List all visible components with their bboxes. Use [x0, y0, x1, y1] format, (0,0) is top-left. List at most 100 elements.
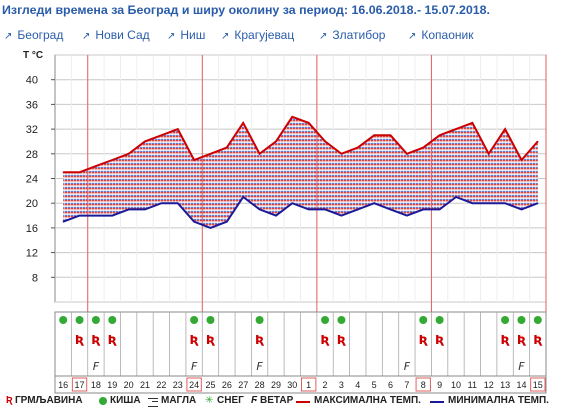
max-point — [78, 171, 81, 173]
max-point — [226, 147, 228, 149]
rain-icon — [435, 316, 444, 324]
min-point — [324, 208, 326, 210]
legend-max: МАКСИМАЛНА ТЕМП. — [314, 395, 421, 406]
legend-wind: ВЕТАР — [260, 395, 294, 406]
rain-icon — [108, 316, 117, 324]
max-point — [275, 140, 277, 143]
arrow-icon: ↗ — [167, 31, 176, 42]
min-point — [177, 202, 179, 204]
nav-link-label: Копаоник — [421, 28, 474, 42]
min-point — [242, 196, 244, 198]
rain-icon — [75, 316, 84, 324]
min-point — [389, 208, 392, 210]
nav-link-zlatibor[interactable]: ↗ Златибор — [319, 28, 385, 42]
week-start-box — [415, 377, 431, 392]
week-start-box — [530, 377, 546, 392]
min-point — [422, 208, 424, 210]
max-point — [160, 134, 162, 136]
legend-snow: СНЕГ — [217, 395, 244, 406]
max-point — [422, 147, 424, 149]
wind-icon: Ϝ — [251, 395, 258, 406]
max-point — [389, 134, 392, 136]
arrow-icon: ↗ — [319, 31, 328, 42]
arrow-icon: ↗ — [408, 31, 417, 42]
legend-fog: МАГЛА — [161, 395, 197, 406]
thunder-icon: Ʀ — [320, 333, 330, 347]
max-point — [128, 153, 130, 155]
legend: Ʀ ГРМЉАВИНА КИША МАГЛА ✳ СНЕГ Ϝ ВЕТАР МА… — [6, 395, 578, 411]
day-label: 14 — [516, 380, 526, 390]
max-line-swatch — [296, 401, 310, 403]
max-point — [357, 147, 359, 149]
rain-icon — [321, 316, 330, 324]
day-label: 8 — [421, 380, 426, 390]
legend-thunder: ГРМЉАВИНА — [15, 395, 83, 406]
day-label: 17 — [75, 380, 85, 390]
nav-link-kopaonik[interactable]: ↗ Копаоник — [408, 28, 473, 42]
min-point — [209, 227, 212, 229]
max-point — [209, 153, 212, 155]
y-tick-label: 20 — [26, 198, 38, 210]
day-label: 5 — [372, 380, 377, 390]
min-point — [78, 214, 81, 217]
y-tick-label: 12 — [26, 248, 38, 260]
thunder-icon: Ʀ — [517, 333, 527, 347]
min-point — [455, 196, 457, 198]
rain-icon — [517, 316, 526, 324]
day-label: 12 — [484, 380, 494, 390]
temperature-band — [63, 116, 538, 228]
wind-icon: Ϝ — [404, 360, 411, 373]
day-label: 20 — [124, 380, 134, 390]
fog-icon-line — [152, 401, 158, 402]
legend-min: МИНИМАЛНА ТЕМП. — [448, 395, 549, 406]
max-point — [177, 128, 179, 130]
y-tick-label: 24 — [26, 174, 38, 186]
min-point — [504, 202, 506, 204]
day-label: 1 — [306, 380, 311, 390]
day-label: 24 — [189, 380, 199, 390]
min-point — [439, 208, 441, 210]
day-label: 22 — [156, 380, 166, 390]
min-point — [128, 208, 130, 210]
day-label: 15 — [533, 380, 543, 390]
nav-link-kragujevac[interactable]: ↗ Крагујевац — [221, 28, 294, 42]
nav-link-novi-sad[interactable]: ↗ Нови Сад — [82, 28, 150, 42]
min-point — [226, 221, 228, 223]
min-point — [357, 208, 359, 210]
min-point — [144, 208, 146, 210]
week-start-box — [301, 377, 317, 392]
thunder-icon: Ʀ — [206, 333, 216, 347]
rain-icon — [190, 316, 199, 324]
max-point — [324, 140, 326, 143]
min-point — [520, 208, 523, 210]
legend-rain: КИША — [110, 395, 141, 406]
week-start-box — [186, 377, 202, 392]
max-point — [439, 134, 441, 136]
y-tick-label: 40 — [26, 75, 38, 87]
max-point — [193, 159, 195, 161]
rain-icon — [99, 397, 107, 405]
rain-icon — [91, 316, 100, 324]
nav-link-beograd[interactable]: ↗ Београд — [4, 28, 63, 42]
max-point — [62, 171, 64, 173]
min-point — [488, 202, 490, 204]
city-nav: ↗ Београд ↗ Нови Сад ↗ Ниш ↗ Крагујевац ↗ Зла… — [2, 28, 578, 44]
wind-icon: Ϝ — [256, 360, 263, 373]
rain-icon — [501, 316, 510, 324]
day-label: 21 — [140, 380, 150, 390]
max-temp-line — [63, 115, 539, 174]
rain-icon — [419, 316, 428, 324]
rain-icon — [255, 316, 264, 324]
thunder-icon: Ʀ — [533, 333, 543, 347]
day-label: 23 — [173, 380, 183, 390]
y-tick-label: 36 — [26, 99, 38, 111]
max-point — [144, 140, 146, 143]
day-label: 30 — [287, 380, 297, 390]
day-label: 9 — [437, 380, 442, 390]
wind-icon: Ϝ — [518, 360, 525, 373]
day-label: 25 — [205, 380, 215, 390]
nav-link-nis[interactable]: ↗ Ниш — [167, 28, 205, 42]
day-label: 10 — [451, 380, 461, 390]
wind-icon: Ϝ — [191, 360, 198, 373]
max-point — [242, 122, 244, 124]
